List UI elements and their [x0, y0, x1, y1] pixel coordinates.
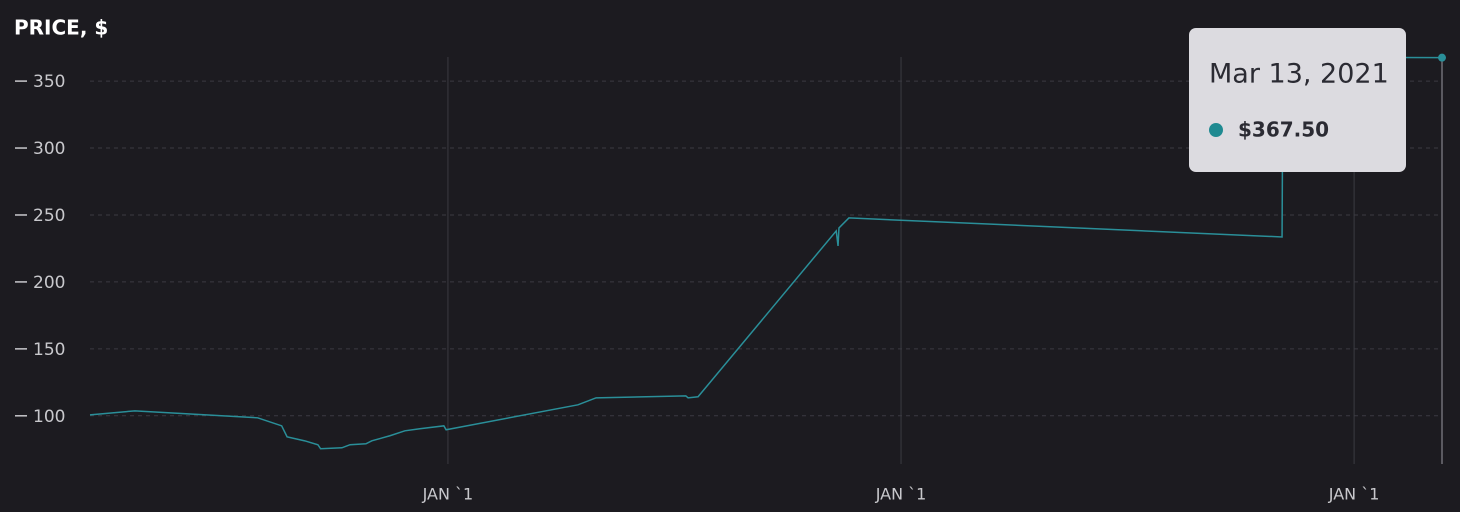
y-tick-label: 200 [33, 273, 65, 293]
price-line [89, 56, 1443, 450]
tooltip-value: $367.50 [1238, 118, 1329, 142]
x-tick-label: JAN `1 [875, 485, 927, 504]
tooltip-box [1189, 28, 1406, 172]
y-tick-label: 150 [33, 340, 65, 360]
y-tick-label: 350 [33, 72, 65, 92]
plot-area: 100 150 200 250 300 350 JAN `1 JAN `1 JAN `1 [15, 53, 1446, 504]
x-tick-label: JAN `1 [1328, 485, 1380, 504]
chart-title: PRICE, $ [14, 16, 108, 40]
tooltip: Mar 13, 2021 $367.50 [1189, 28, 1406, 172]
y-tick-label: 250 [33, 206, 65, 226]
hover-point [1438, 53, 1446, 62]
y-tick-label: 300 [33, 139, 65, 159]
x-tick-label: JAN `1 [422, 485, 474, 504]
tooltip-title: Mar 13, 2021 [1209, 59, 1389, 90]
tooltip-dot [1209, 123, 1223, 137]
y-tick-label: 100 [33, 407, 65, 427]
